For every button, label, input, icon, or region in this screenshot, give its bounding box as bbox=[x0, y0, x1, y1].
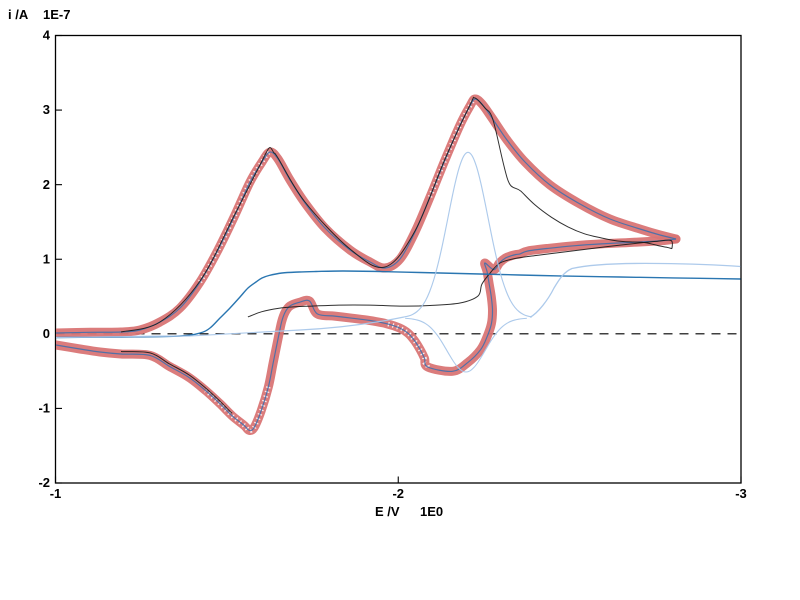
svg-text:i /A: i /A bbox=[8, 7, 29, 22]
svg-text:2: 2 bbox=[43, 177, 50, 192]
svg-text:-1: -1 bbox=[50, 486, 62, 501]
svg-text:E /V: E /V bbox=[375, 504, 400, 519]
svg-text:1E0: 1E0 bbox=[420, 504, 443, 519]
svg-text:4: 4 bbox=[43, 28, 51, 43]
svg-text:3: 3 bbox=[43, 102, 50, 117]
svg-text:-2: -2 bbox=[38, 475, 50, 490]
svg-text:1: 1 bbox=[43, 252, 50, 267]
svg-text:-1: -1 bbox=[38, 401, 50, 416]
svg-text:-2: -2 bbox=[392, 486, 404, 501]
svg-text:-3: -3 bbox=[735, 486, 747, 501]
svg-text:0: 0 bbox=[43, 326, 50, 341]
svg-text:1E-7: 1E-7 bbox=[43, 7, 70, 22]
